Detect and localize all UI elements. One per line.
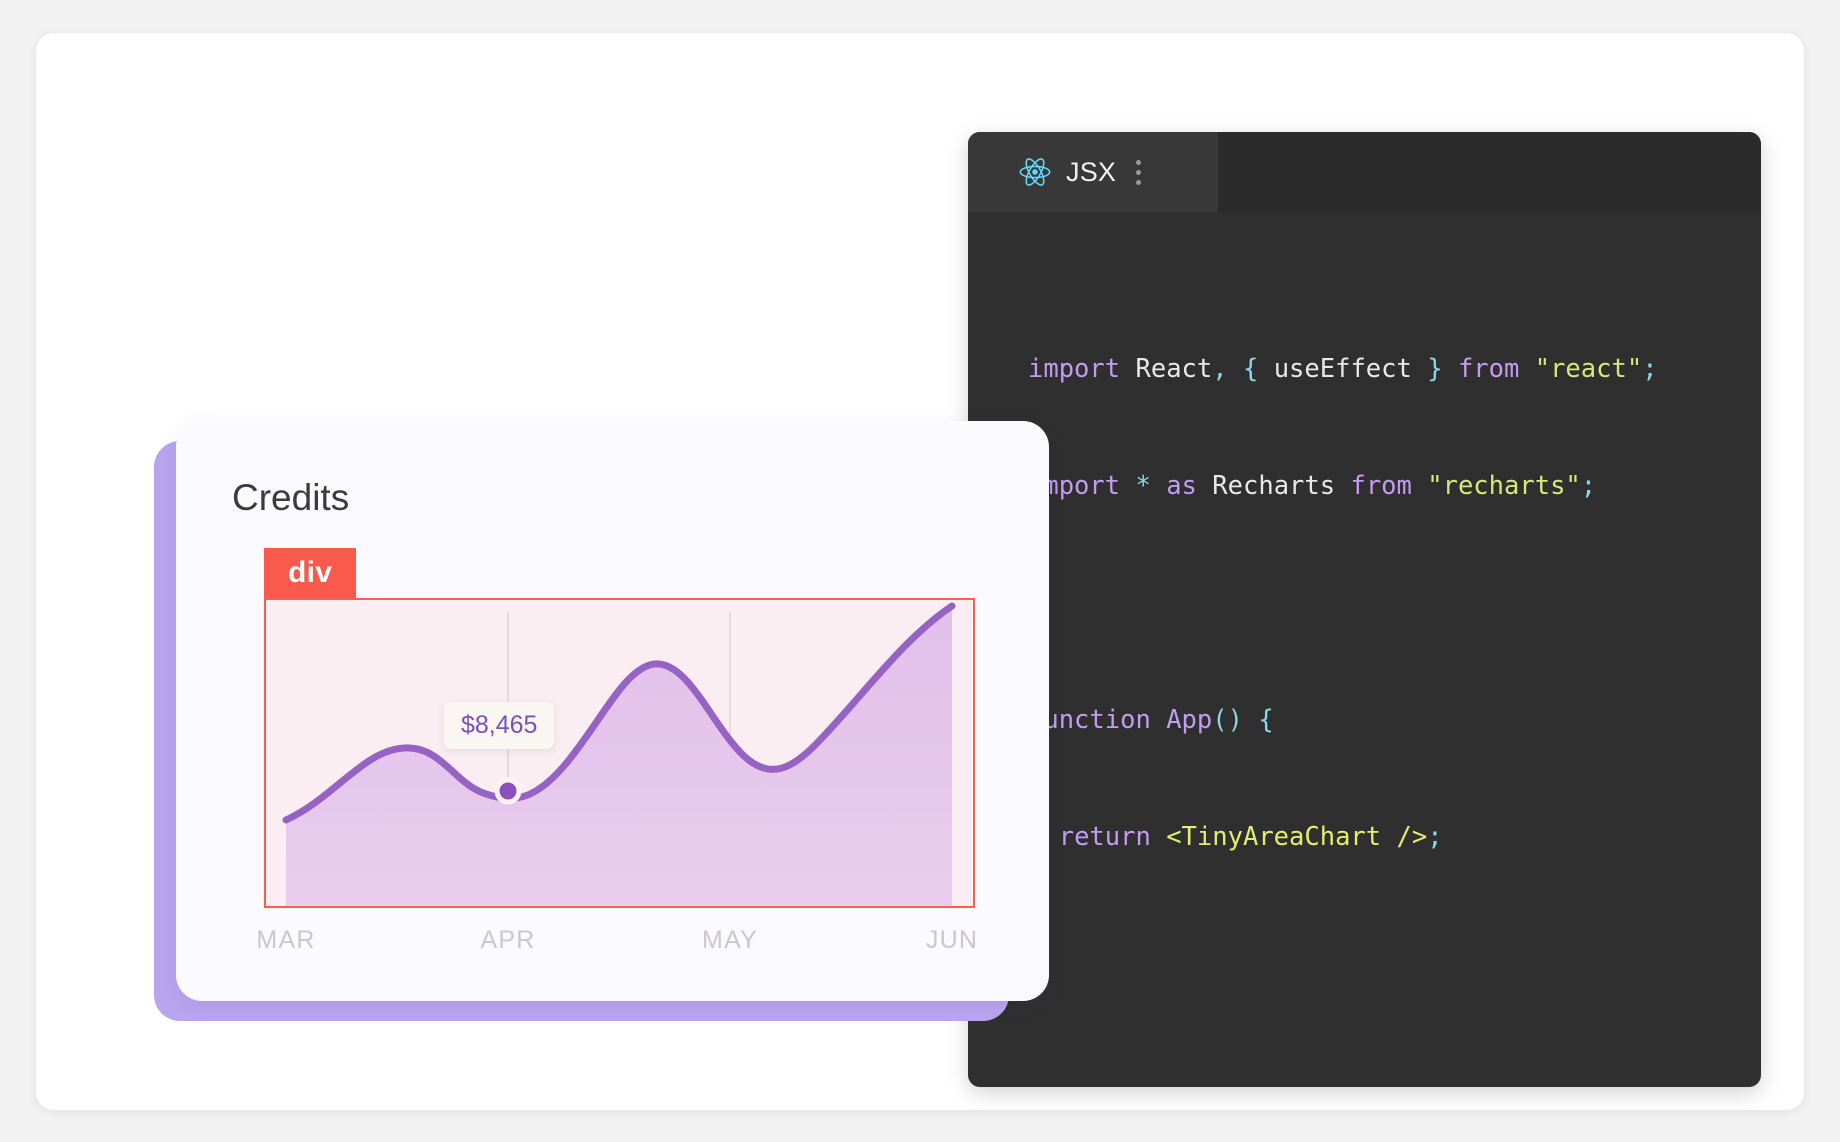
x-axis-labels: MAR APR MAY JUN	[256, 926, 979, 966]
code-line	[1028, 1052, 1761, 1087]
area-fill	[286, 606, 952, 908]
x-tick-label: MAY	[702, 926, 758, 954]
status-badge: div	[264, 548, 357, 598]
chart-tooltip: $8,465	[444, 702, 555, 749]
area-stroke	[282, 602, 956, 824]
active-dot	[499, 782, 517, 800]
code-content[interactable]: import React, { useEffect } from "react"…	[968, 212, 1761, 1087]
code-line: function App() {	[1028, 705, 1274, 735]
area-chart-plot	[264, 598, 975, 908]
x-tick-label: MAR	[256, 926, 316, 954]
code-line: import * as Recharts from "recharts";	[1028, 471, 1597, 501]
chart-svg	[282, 602, 956, 908]
code-line: return <TinyAreaChart />;	[1058, 822, 1443, 852]
content-sheet: JSX import React, { useEffect } from "re…	[36, 33, 1804, 1110]
credits-chart-card: Credits	[176, 421, 1049, 1001]
kebab-menu-icon[interactable]	[1136, 159, 1142, 185]
page-title: Credits	[232, 477, 350, 518]
react-logo-icon	[1019, 158, 1051, 186]
code-line	[1028, 584, 1761, 623]
code-line: }	[1028, 935, 1761, 974]
tab-jsx[interactable]: JSX	[968, 132, 1218, 212]
x-tick-label: JUN	[925, 926, 979, 954]
x-tick-label: APR	[480, 926, 536, 954]
tab-label: JSX	[1066, 156, 1117, 187]
code-line: import React, { useEffect } from "react"…	[1028, 354, 1658, 384]
editor-tab-bar: JSX	[968, 132, 1761, 212]
code-editor-panel: JSX import React, { useEffect } from "re…	[968, 132, 1761, 1087]
